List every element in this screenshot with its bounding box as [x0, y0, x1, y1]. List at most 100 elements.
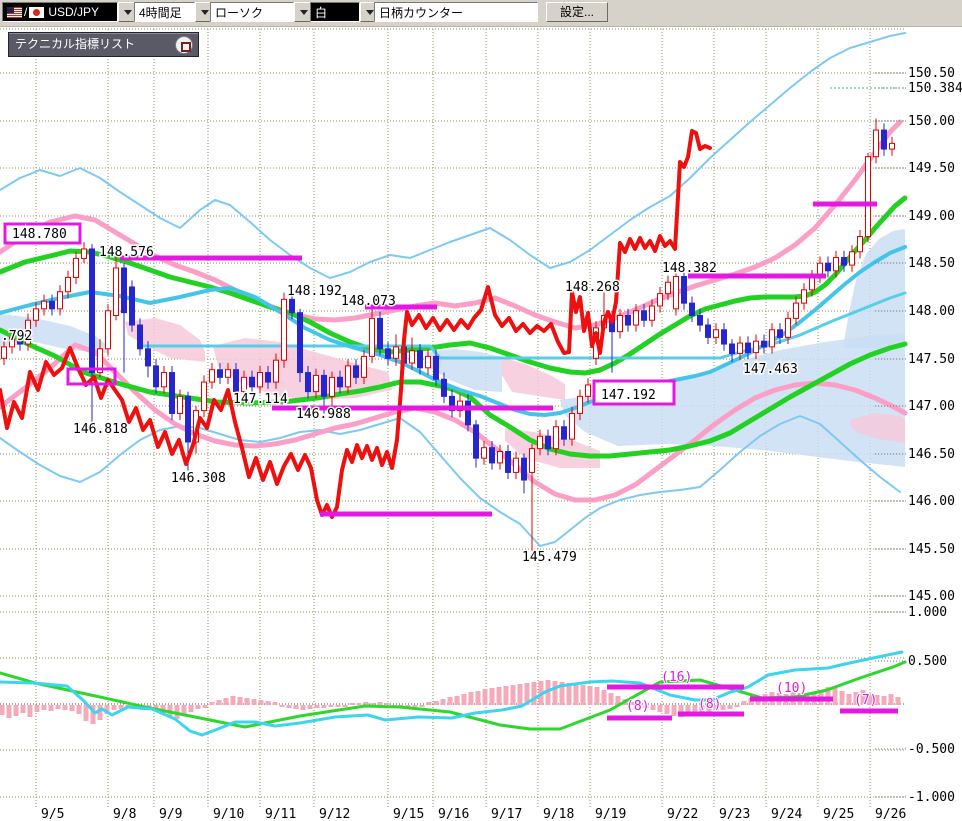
ichimoku-cloud-pink — [850, 413, 905, 443]
sub-green-line — [0, 660, 907, 731]
histogram-bar — [580, 685, 586, 705]
histogram-bar — [489, 688, 495, 705]
histogram-bar — [559, 682, 565, 705]
candle-body — [881, 129, 887, 150]
histogram-bar — [671, 705, 677, 716]
histogram-bar — [314, 705, 320, 708]
price-axis-label: -1.000 — [908, 790, 955, 805]
price-axis-label: 1.000 — [908, 605, 947, 620]
histogram-bar — [587, 686, 593, 705]
histogram-bar — [734, 705, 740, 707]
candle-body — [889, 142, 895, 150]
candle-body — [633, 310, 639, 326]
panel-window-icon[interactable] — [175, 36, 193, 54]
histogram-bar — [230, 696, 236, 705]
histogram-bar — [853, 692, 859, 705]
histogram-bar — [76, 705, 82, 714]
histogram-bar — [195, 705, 201, 709]
candle-body — [849, 251, 855, 266]
candle-body — [545, 435, 551, 450]
symbol-select[interactable]: / USD/JPY — [2, 2, 137, 22]
candle-body — [377, 317, 383, 350]
candle-body — [321, 374, 327, 397]
price-axis-label: 146.50 — [908, 447, 955, 462]
price-annotation-label: 146.988 — [296, 407, 351, 422]
price-annotation-label: 147.192 — [601, 388, 656, 403]
histogram-bar — [566, 683, 572, 705]
candle-body — [57, 291, 63, 310]
candle-body — [305, 372, 311, 393]
candle-body — [801, 289, 807, 304]
candle-body — [225, 369, 231, 378]
candle-body — [657, 293, 663, 307]
date-axis-label: 9/10 — [213, 807, 244, 821]
histogram-bar — [335, 705, 341, 707]
histogram-bar — [272, 702, 278, 705]
histogram-bar — [342, 705, 348, 707]
candle-body — [569, 412, 575, 440]
candle-body — [81, 248, 87, 259]
candle-body — [41, 300, 47, 310]
timeframe-select[interactable]: 4時間足 — [134, 2, 214, 22]
flag-separator: / — [24, 5, 28, 19]
date-axis-label: 9/11 — [265, 807, 296, 821]
candle-body — [217, 369, 223, 378]
price-axis-label: -0.500 — [908, 742, 955, 757]
color-scheme-select[interactable]: 白 — [310, 2, 379, 22]
candle-body — [825, 262, 831, 272]
candle-body — [249, 376, 255, 388]
candle-body — [417, 350, 423, 369]
histogram-bar — [636, 703, 642, 705]
candle-body — [297, 312, 303, 374]
candle-body — [777, 329, 783, 338]
candle-body — [441, 378, 447, 397]
candle-body — [17, 336, 23, 345]
sub-cyan-line — [0, 650, 904, 737]
date-axis-label: 9/18 — [543, 807, 574, 821]
histogram-bar — [69, 705, 75, 711]
settings-button[interactable]: 設定... — [546, 2, 608, 22]
histogram-bar — [27, 705, 33, 717]
histogram-bar — [832, 688, 838, 705]
candle-body — [697, 315, 703, 326]
histogram-bar — [258, 700, 264, 705]
candle-body — [65, 276, 71, 293]
date-axis-label: 9/15 — [393, 807, 424, 821]
magenta-annotation-box — [66, 367, 117, 386]
color-scheme-label: 白 — [310, 2, 360, 22]
histogram-bar — [678, 705, 684, 717]
price-annotation-label: 148.382 — [662, 261, 717, 276]
candle-body — [729, 343, 735, 355]
price-annotation-label: 148.576 — [99, 245, 154, 260]
histogram-bar — [657, 705, 663, 712]
candle-body — [833, 256, 839, 272]
histogram-bar — [461, 694, 467, 705]
price-annotation-label: 148.073 — [341, 294, 396, 309]
price-annotation-label: 148.268 — [565, 280, 620, 295]
candle-body — [625, 315, 631, 326]
histogram-bar — [111, 705, 117, 710]
histogram-bar — [629, 702, 635, 705]
sub-annotation-label: (7) — [854, 693, 877, 708]
histogram-bar — [524, 683, 530, 705]
chart-type-select[interactable]: ローソク — [210, 2, 313, 22]
histogram-bar — [426, 702, 432, 705]
day-counter-input[interactable]: 日柄カウンター — [374, 2, 538, 22]
price-axis-label: 149.00 — [908, 209, 955, 224]
price-annotation-box — [3, 222, 82, 245]
histogram-bar — [594, 687, 600, 705]
histogram-bar — [482, 689, 488, 705]
indicator-list-panel-titlebar[interactable]: テクニカル指標リスト — [8, 32, 199, 57]
histogram-bar — [202, 705, 208, 708]
price-annotation-label: 145.479 — [522, 550, 577, 565]
histogram-bar — [265, 701, 271, 705]
histogram-bar — [6, 705, 12, 718]
candles — [1, 118, 895, 551]
price-annotation-label: 146.308 — [171, 471, 226, 486]
histogram-bar — [454, 696, 460, 705]
date-axis-label: 9/17 — [491, 807, 522, 821]
histogram-bar — [377, 702, 383, 705]
candle-body — [753, 340, 759, 354]
histogram-bar — [370, 703, 376, 705]
